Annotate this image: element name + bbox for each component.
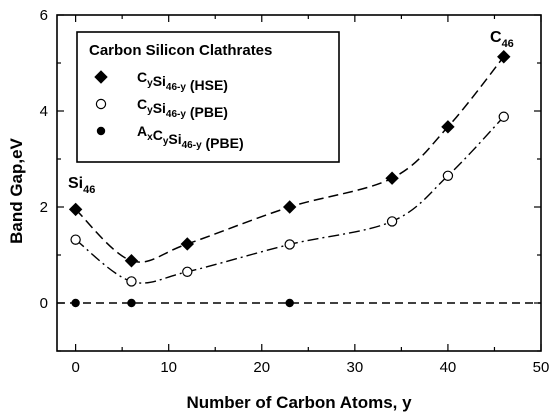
- x-tick-label: 30: [347, 359, 364, 376]
- hse-point: [68, 202, 83, 217]
- x-tick-label: 50: [533, 359, 550, 376]
- data-markers: [68, 50, 511, 308]
- legend-marker-pbe: [95, 98, 107, 110]
- legend-entry-label: CySi46-y (HSE): [137, 69, 228, 93]
- x-axis-label: Number of Carbon Atoms, y: [186, 393, 412, 412]
- pbe-point: [442, 170, 454, 181]
- c46-label: C46: [490, 29, 514, 50]
- y-tick-label: 6: [40, 7, 48, 24]
- pbe-point: [284, 239, 295, 250]
- annotations: Si46 C46: [68, 29, 514, 196]
- pbe-point: [126, 276, 137, 287]
- x-tick-label: 40: [440, 359, 457, 376]
- si46-label: Si46: [68, 175, 95, 196]
- alkali-pbe-point: [285, 298, 294, 308]
- pbe-point: [182, 266, 193, 277]
- hse-point: [385, 171, 399, 185]
- hse-point: [282, 200, 297, 214]
- alkali-pbe-point: [71, 298, 80, 308]
- y-tick-label: 4: [40, 103, 48, 120]
- y-tick-label: 0: [40, 295, 48, 312]
- alkali-pbe-point: [127, 298, 136, 308]
- legend-entries: CySi46-y (HSE) CySi46-y (PBE) AxCySi46-y (…: [94, 69, 244, 151]
- hse-point: [497, 50, 511, 64]
- pbe-point: [498, 111, 509, 122]
- legend-entry-label: CySi46-y (PBE): [137, 96, 228, 120]
- hse-point: [180, 237, 195, 251]
- legend-title: Carbon Silicon Clathrates: [89, 42, 272, 59]
- x-tick-label: 20: [253, 359, 270, 376]
- legend: Carbon Silicon Clathrates CySi46-y (HSE)…: [76, 31, 340, 163]
- tick-labels: 0 10 20 30 40 50 0 2 4 6: [40, 7, 550, 376]
- pbe-point: [70, 234, 81, 245]
- legend-box: [76, 31, 340, 163]
- hse-point: [124, 254, 139, 268]
- plot-frame: [56, 14, 542, 352]
- x-tick-label: 0: [71, 359, 79, 376]
- y-axis-label: Band Gap,eV: [7, 137, 26, 243]
- x-tick-label: 10: [160, 359, 177, 376]
- legend-marker-alkali: [96, 126, 106, 136]
- legend-marker-hse: [94, 70, 108, 84]
- hse-point: [441, 120, 455, 134]
- pbe-point: [386, 216, 398, 227]
- legend-entry-label: AxCySi46-y (PBE): [137, 123, 244, 151]
- axis-ticks: [57, 14, 542, 352]
- y-tick-label: 2: [40, 199, 48, 216]
